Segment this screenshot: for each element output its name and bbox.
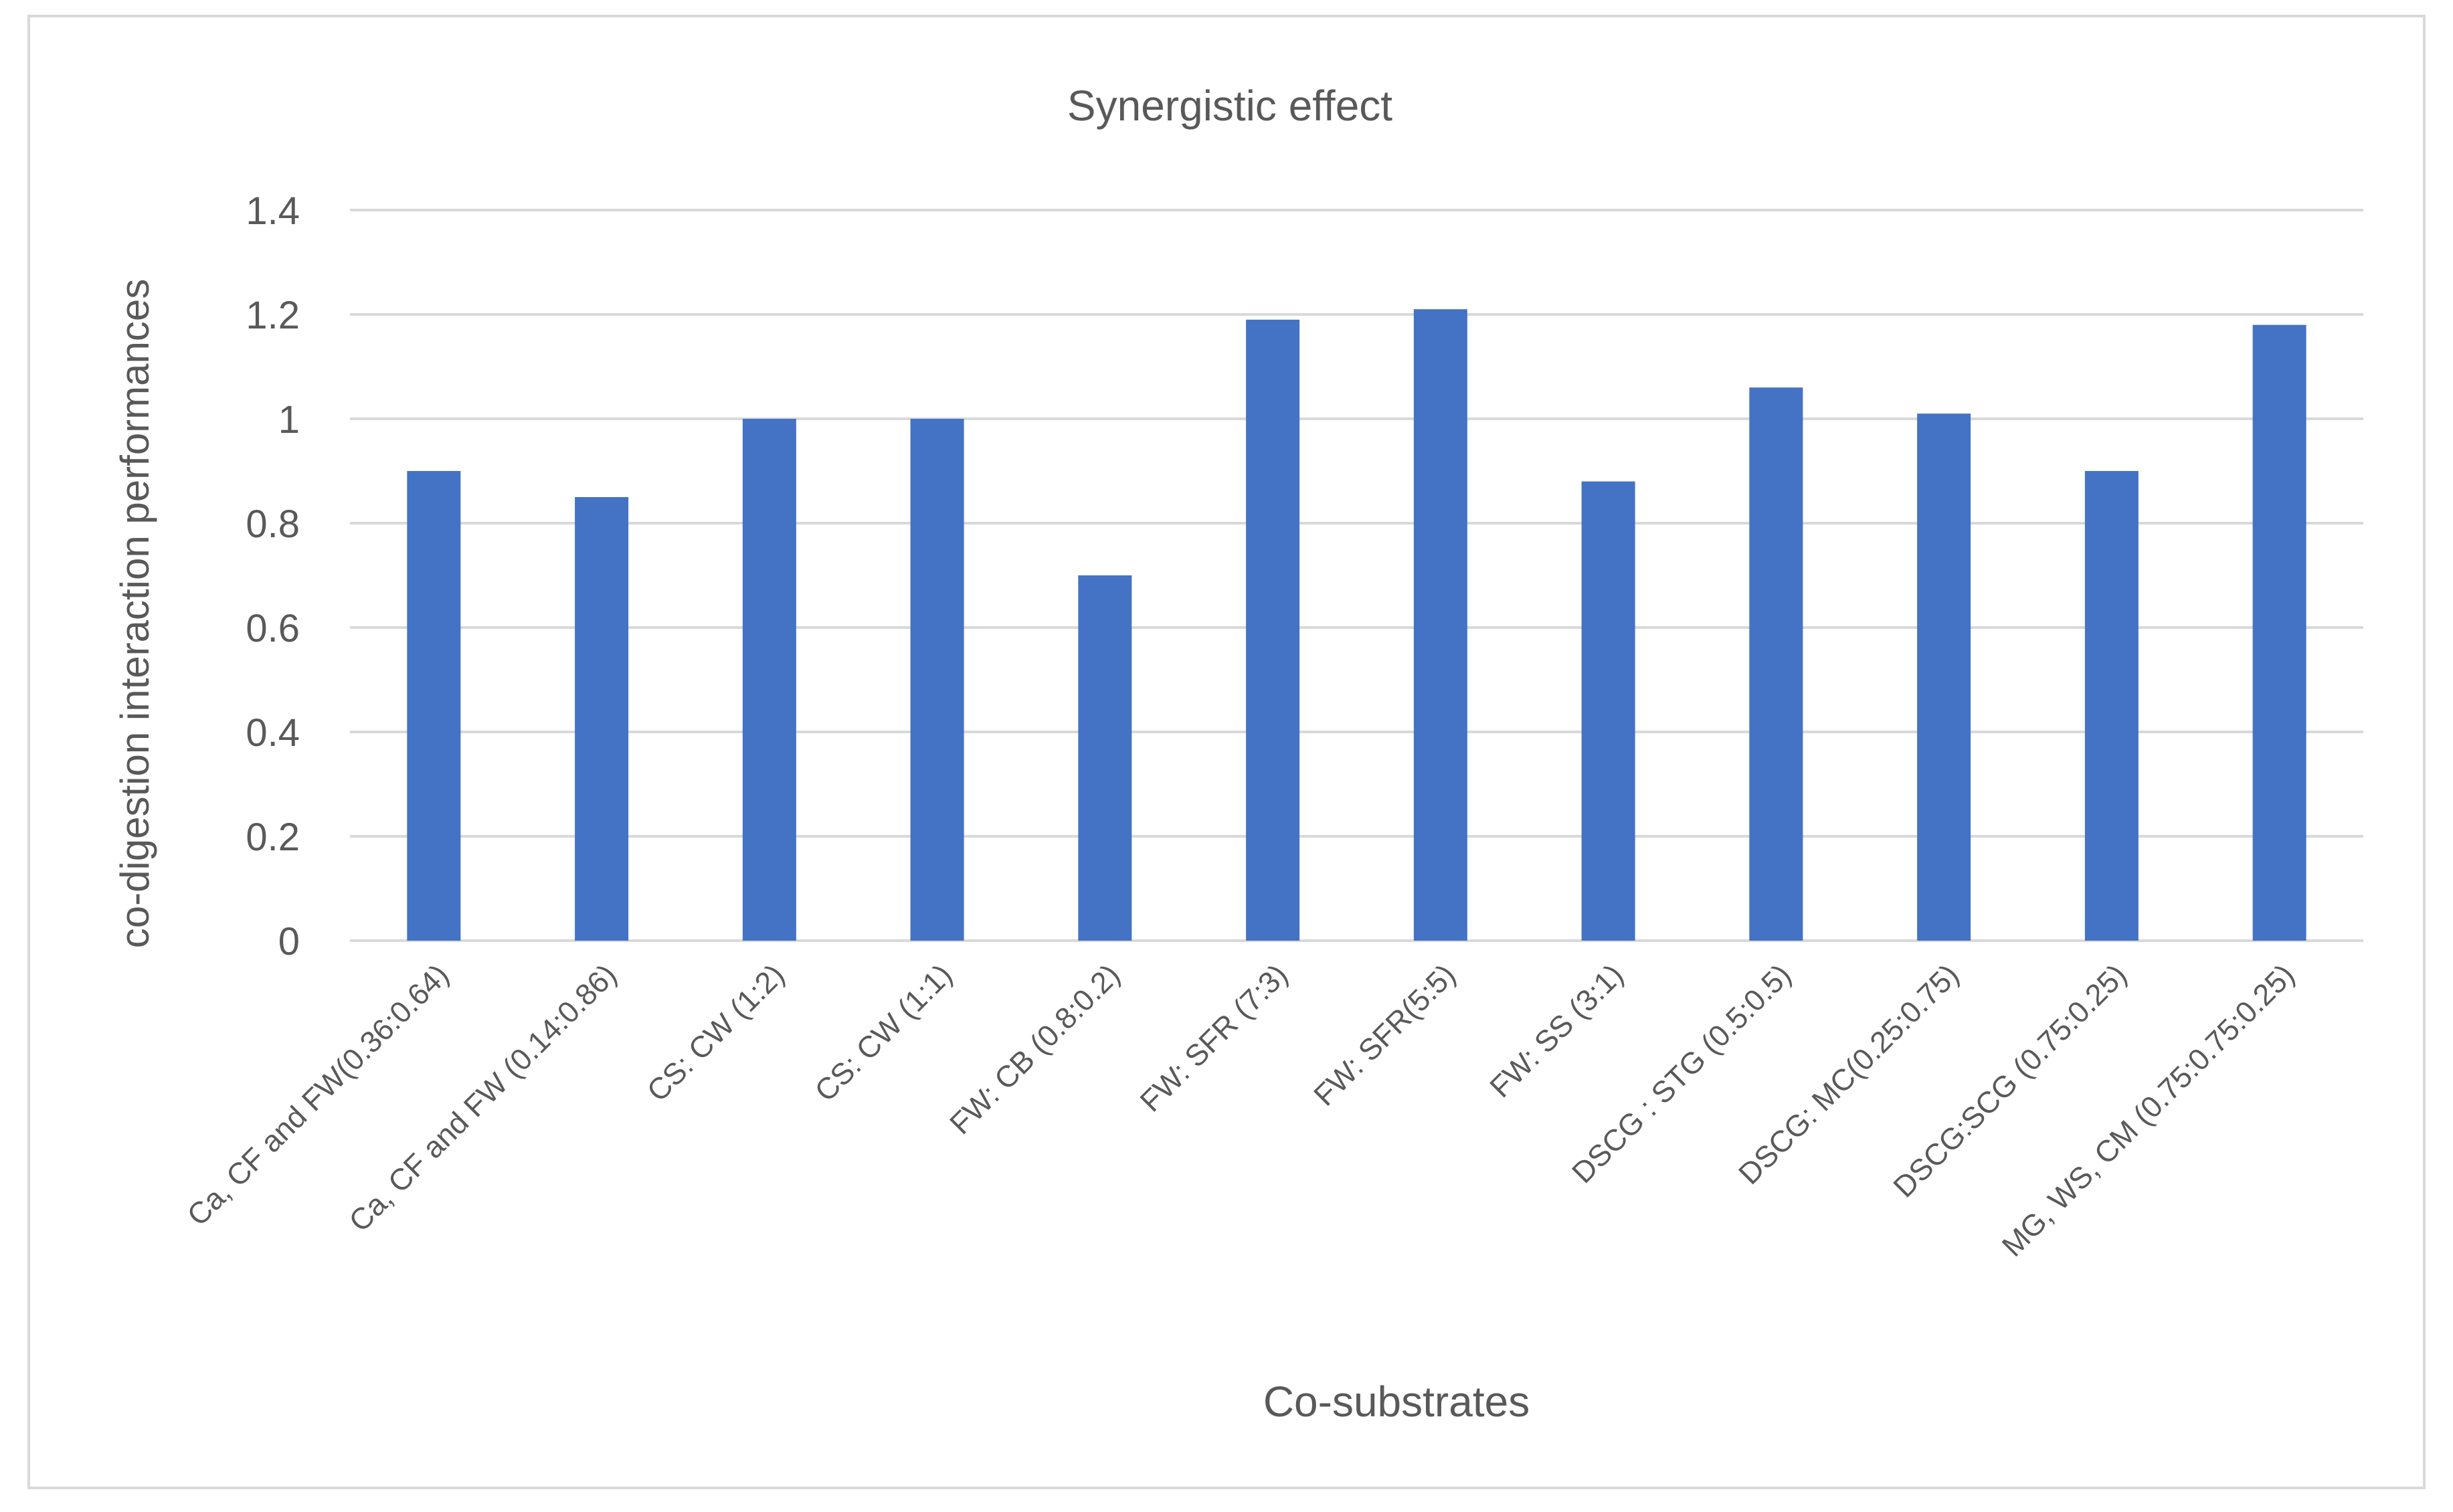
bar: [1917, 413, 1971, 941]
chart-title: Synergistic effect: [1067, 82, 1392, 130]
bar: [1246, 319, 1300, 941]
bar: [742, 419, 796, 941]
bar: [1749, 387, 1803, 941]
bar: [1078, 575, 1132, 941]
y-tick-label: 0.8: [246, 502, 300, 546]
bars: [407, 309, 2306, 941]
bar: [1581, 481, 1635, 941]
bar: [910, 419, 964, 941]
bar: [2084, 471, 2139, 941]
y-tick-label: 1: [278, 398, 300, 442]
y-tick-label: 0.4: [246, 711, 300, 755]
y-axis-label: co-digestion interaction performances: [112, 279, 157, 949]
bar: [575, 497, 629, 941]
bar: [2252, 324, 2306, 941]
y-tick-label: 0.6: [246, 607, 300, 650]
y-tick-label: 0.2: [246, 816, 300, 859]
bar: [407, 471, 461, 941]
y-tick-label: 1.2: [246, 294, 300, 337]
y-axis-ticks: 0 0.2 0.4 0.6 0.8 1 1.2 1.4: [246, 189, 300, 963]
bar: [1413, 309, 1467, 941]
x-axis-label: Co-substrates: [1263, 1378, 1530, 1426]
gridlines: [350, 209, 2363, 942]
y-tick-label: 1.4: [246, 189, 300, 233]
y-tick-label: 0: [278, 920, 300, 963]
chart-border: [27, 15, 2426, 1489]
